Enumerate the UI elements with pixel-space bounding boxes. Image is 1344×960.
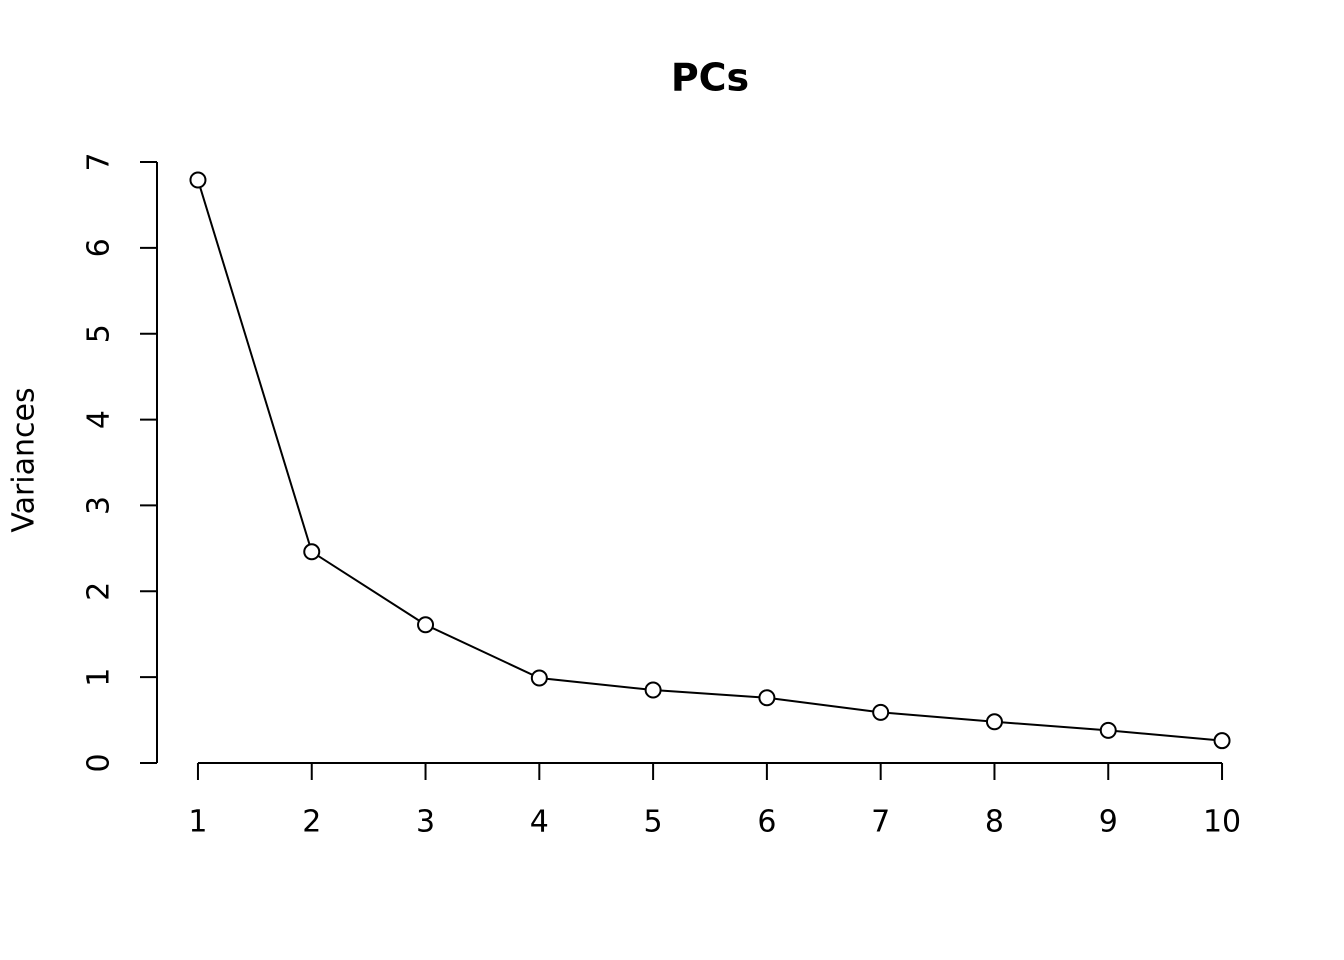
data-point: [189, 171, 207, 189]
y-tick-label: 7: [82, 152, 117, 171]
y-tick-label: 0: [82, 753, 117, 772]
x-tick-label: 6: [757, 805, 776, 840]
x-tick-label: 3: [416, 805, 435, 840]
chart-title: PCs: [671, 56, 749, 100]
data-point: [758, 689, 776, 707]
x-tick-label: 9: [1099, 805, 1118, 840]
x-tick-label: 5: [644, 805, 663, 840]
data-point: [530, 669, 548, 687]
x-tick-label: 1: [188, 805, 207, 840]
data-point: [985, 713, 1003, 731]
data-point: [1213, 732, 1231, 750]
x-tick-label: 10: [1203, 805, 1241, 840]
x-tick-label: 7: [871, 805, 890, 840]
y-tick-label: 3: [82, 496, 117, 515]
x-tick-label: 4: [530, 805, 549, 840]
y-tick-label: 2: [82, 582, 117, 601]
data-point: [417, 616, 435, 634]
y-tick-label: 5: [82, 324, 117, 343]
data-line: [197, 179, 1223, 742]
x-tick-label: 2: [302, 805, 321, 840]
data-point: [1099, 721, 1117, 739]
data-point: [644, 681, 662, 699]
y-tick-label: 1: [82, 668, 117, 687]
y-tick-label: 6: [82, 238, 117, 257]
x-tick-label: 8: [985, 805, 1004, 840]
data-point: [872, 703, 890, 721]
data-point: [303, 543, 321, 561]
y-axis-label: Variances: [7, 387, 42, 532]
y-tick-label: 4: [82, 410, 117, 429]
